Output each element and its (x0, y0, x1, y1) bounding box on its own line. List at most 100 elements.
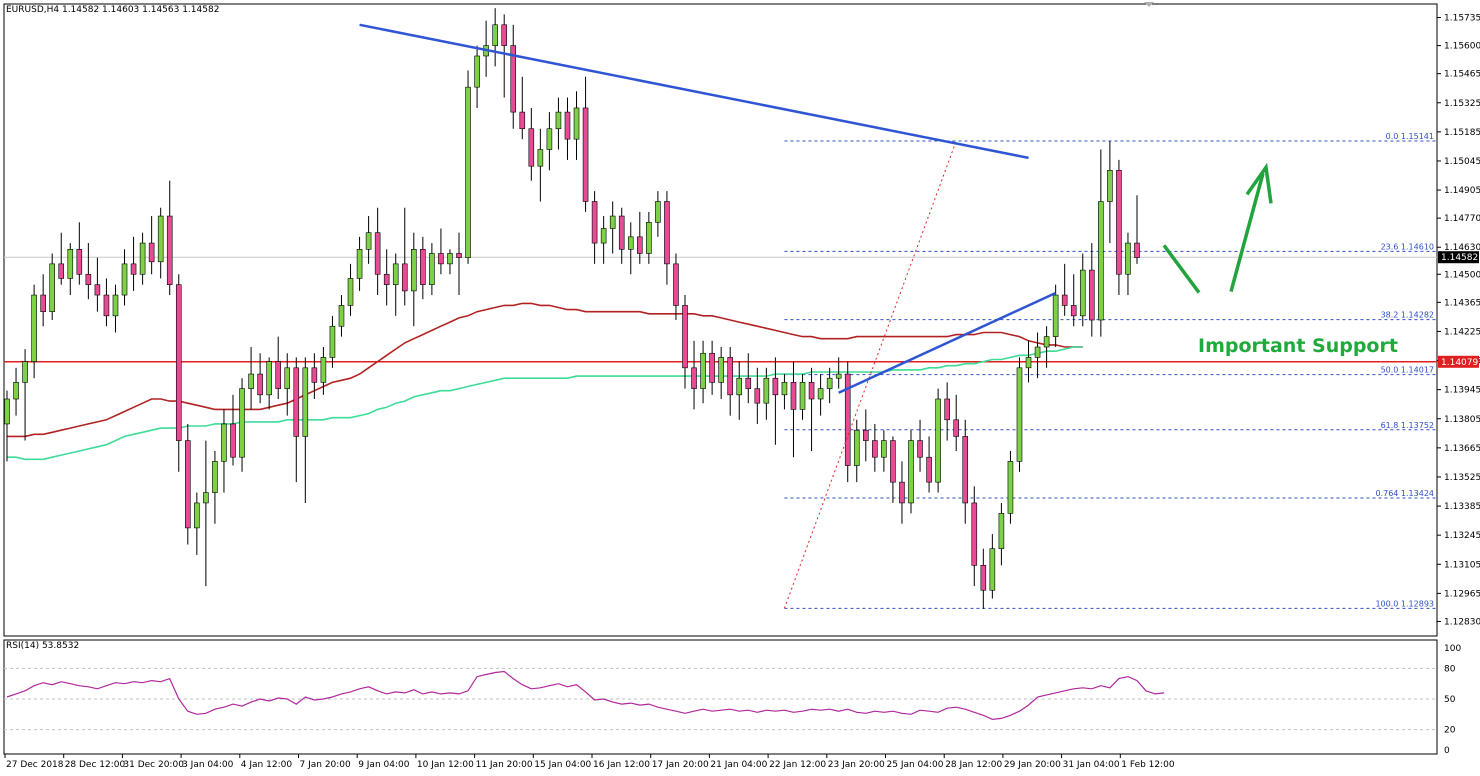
bearish-candle (401, 263, 408, 292)
bearish-candle (40, 294, 46, 312)
fibonacci-level-label: 23.6 1.14610 (1381, 242, 1434, 251)
bullish-candle (1052, 294, 1059, 337)
price-tick-label: 1.15465 (1444, 70, 1480, 80)
price-tick-label: 1.15045 (1444, 157, 1480, 167)
price-tick-label: 1.14905 (1444, 186, 1480, 196)
bullish-candle (22, 361, 28, 383)
time-tick-label: 23 Jan 20:00 (828, 760, 885, 770)
bullish-candle (356, 249, 363, 279)
bearish-candle (754, 388, 761, 404)
rsi-tick-label: 80 (1444, 664, 1456, 674)
time-tick-label: 28 Jan 12:00 (945, 760, 1002, 770)
scroll-marker-icon (1144, 2, 1154, 7)
bullish-candle (1107, 170, 1113, 202)
price-tick-label: 1.12965 (1444, 589, 1480, 599)
bullish-candle (194, 502, 200, 529)
bullish-candle (329, 325, 336, 358)
bullish-candle (1079, 269, 1086, 317)
bullish-candle (474, 55, 480, 88)
bullish-candle (763, 377, 770, 404)
bearish-candle (311, 367, 318, 383)
bearish-candle (745, 377, 752, 389)
important-support-annotation: Important Support (1198, 335, 1398, 357)
rsi-header: RSI(14) 53.8532 (6, 641, 80, 651)
time-tick-label: 4 Jan 12:00 (241, 760, 293, 770)
time-tick-label: 31 Jan 04:00 (1063, 760, 1120, 770)
price-tick-label: 1.14500 (1444, 270, 1480, 280)
projection-down-line (1162, 244, 1201, 294)
bullish-candle (537, 149, 544, 167)
bearish-candle (185, 440, 191, 529)
bearish-candle (510, 45, 517, 113)
bearish-candle (1061, 294, 1068, 306)
price-tick-label: 1.13665 (1444, 444, 1480, 454)
bullish-candle (392, 263, 399, 285)
bullish-candle (212, 461, 218, 493)
bearish-candle (94, 284, 101, 296)
bullish-candle (853, 429, 860, 466)
bullish-candle (655, 201, 661, 223)
bearish-candle (1070, 305, 1077, 317)
fibonacci-level-label: 61.8 1.13752 (1381, 421, 1434, 430)
bearish-candle (709, 352, 715, 383)
support-price-box (1438, 355, 1479, 368)
bearish-candle (772, 377, 779, 396)
fibonacci-level-label: 100.0 1.12893 (1375, 599, 1434, 608)
time-tick-label: 22 Jan 12:00 (769, 760, 826, 770)
rsi-tick-label: 100 (1444, 644, 1461, 654)
bullish-candle (935, 398, 941, 483)
bearish-candle (971, 502, 978, 566)
bullish-candle (736, 377, 743, 396)
bearish-candle (383, 273, 390, 285)
price-tick-label: 1.15325 (1444, 99, 1480, 109)
bullish-candle (1043, 336, 1050, 348)
price-tick-label: 1.14770 (1444, 214, 1480, 224)
rsi-line (6, 670, 1165, 721)
bullish-candle (49, 263, 55, 312)
bearish-candle (899, 481, 905, 504)
bearish-candle (175, 284, 182, 441)
bullish-candle (447, 253, 453, 265)
bearish-candle (618, 215, 625, 250)
bearish-candle (844, 373, 851, 466)
bearish-candle (673, 263, 679, 306)
bullish-candle (1007, 461, 1014, 514)
price-tick-label: 1.13105 (1444, 560, 1480, 570)
up-arrow-icon (1245, 162, 1273, 204)
bullish-candle (826, 377, 833, 389)
bearish-candle (148, 242, 155, 263)
time-tick-label: 21 Jan 04:00 (710, 760, 767, 770)
price-tick-label: 1.15185 (1444, 128, 1480, 138)
bullish-candle (248, 373, 254, 389)
bullish-candle (1016, 367, 1023, 462)
bullish-candle (835, 373, 842, 379)
bearish-candle (130, 263, 137, 275)
time-tick-label: 15 Jan 04:00 (534, 760, 591, 770)
bullish-candle (1125, 242, 1131, 275)
bullish-candle (112, 294, 119, 317)
bullish-candle (284, 367, 291, 389)
bullish-candle (221, 423, 227, 462)
current-price-label: 1.14582 (1441, 253, 1478, 263)
bearish-candle (962, 436, 969, 504)
bullish-candle (157, 215, 164, 263)
bullish-candle (546, 128, 553, 150)
price-tick-label: 1.14630 (1444, 243, 1480, 253)
bullish-candle (302, 367, 309, 437)
bearish-candle (58, 263, 65, 279)
fibonacci-level-label: 38.2 1.14282 (1381, 311, 1434, 320)
bearish-candle (917, 440, 923, 458)
time-tick-label: 31 Dec 20:00 (123, 760, 184, 770)
bullish-candle (799, 382, 806, 410)
bullish-candle (646, 221, 652, 254)
main-chart-frame (3, 3, 1438, 637)
rsi-chart-frame (3, 639, 1438, 755)
bearish-candle (501, 24, 507, 46)
bullish-candle (1098, 201, 1104, 321)
time-tick-label: 7 Jan 20:00 (300, 760, 352, 770)
bullish-candle (4, 398, 10, 425)
time-tick-label: 25 Jan 04:00 (887, 760, 944, 770)
bearish-candle (1134, 242, 1140, 258)
